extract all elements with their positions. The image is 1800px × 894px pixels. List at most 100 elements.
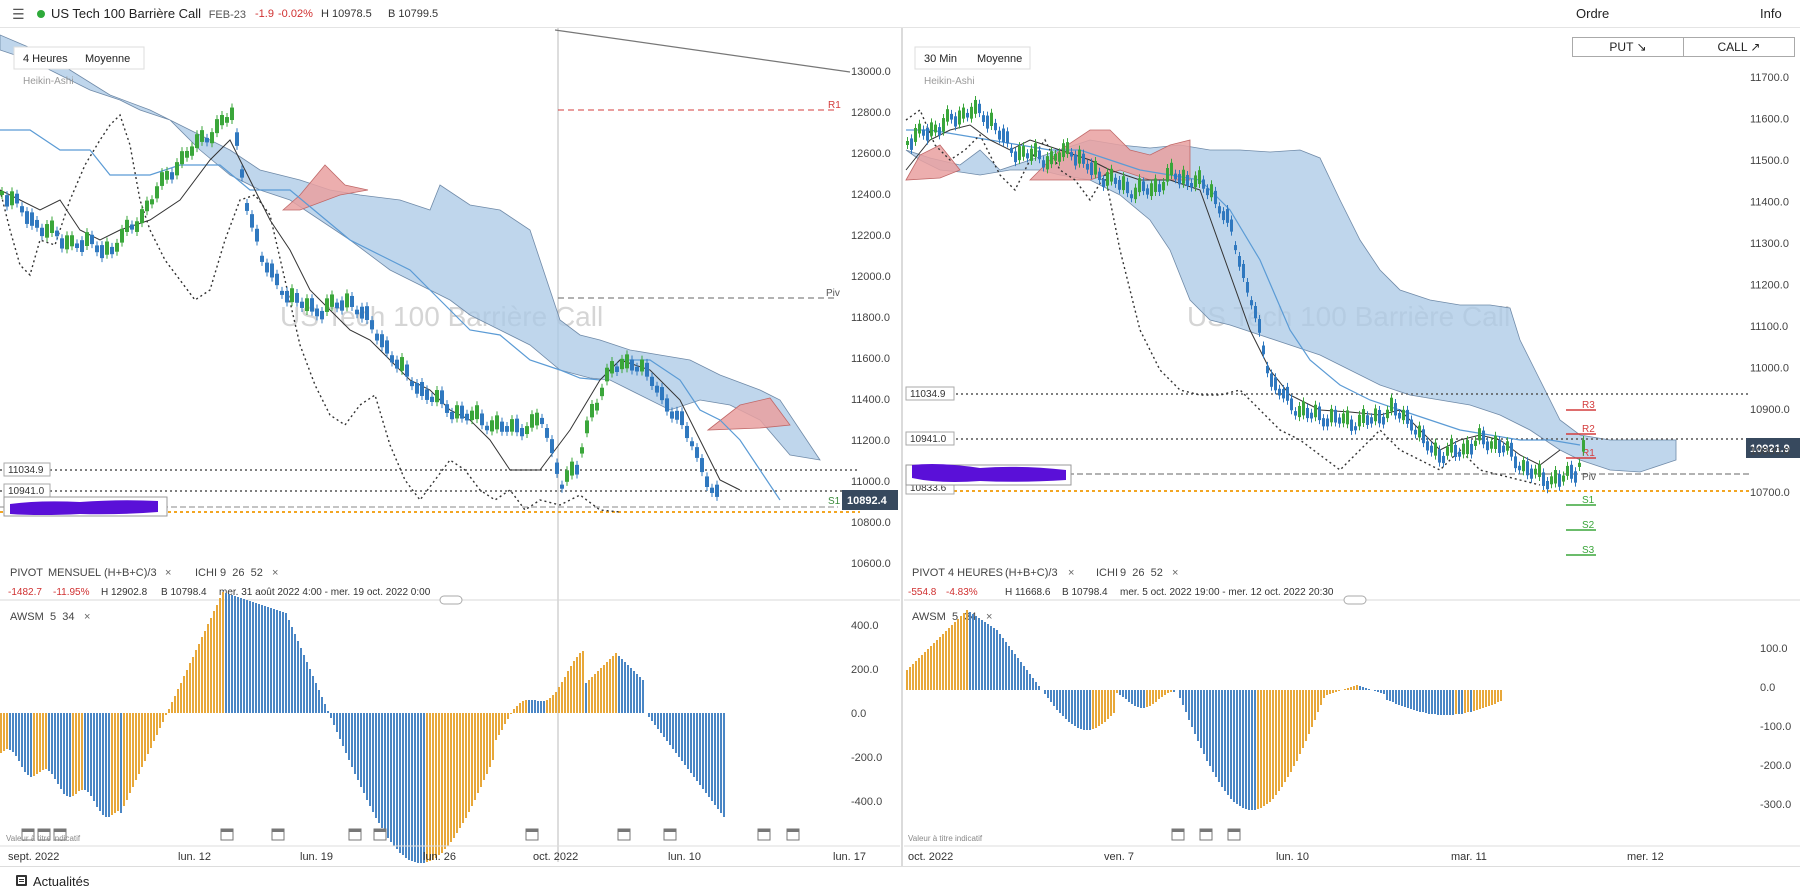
left-awsm-bar	[363, 713, 365, 793]
left-ichi-close-icon[interactable]: ×	[272, 567, 278, 579]
right-candle	[1170, 162, 1173, 176]
left-price-axis[interactable]: 13000.0 12800.0 12600.0 12400.0 12200.0 12000…	[851, 66, 891, 570]
right-candle	[934, 124, 937, 133]
left-pivot-close-icon[interactable]: ×	[165, 567, 171, 579]
left-awsm-bar	[483, 713, 485, 780]
right-event-calendar-icons[interactable]	[1171, 828, 1241, 841]
left-chart-panel[interactable]: US Tech 100 Barrière Call R1 Piv S1 1103…	[0, 28, 900, 863]
instrument-title[interactable]: US Tech 100 Barrière Call FEB-23	[51, 6, 246, 21]
left-candle	[355, 309, 359, 315]
right-awsm-bar	[1059, 690, 1061, 713]
calendar-icon[interactable]	[1227, 828, 1241, 841]
news-tab[interactable]: Actualités	[33, 874, 90, 889]
calendar-icon[interactable]	[786, 828, 800, 841]
left-awsm-bar	[420, 713, 422, 863]
left-candle	[515, 418, 519, 433]
right-candle	[1330, 408, 1333, 423]
right-r3-label: R3	[1582, 400, 1595, 411]
right-candle	[1386, 409, 1389, 419]
left-current-price-tag	[842, 490, 898, 510]
left-candle	[660, 387, 664, 401]
right-indicative-note: Valeur à titre indicatif	[908, 834, 983, 843]
order-link[interactable]: Ordre	[1576, 6, 1610, 21]
left-awsm-bar	[639, 677, 641, 713]
left-candle	[715, 484, 719, 497]
right-price-tick: 11400.0	[1750, 197, 1789, 209]
left-ma-selector[interactable]: Moyenne	[85, 53, 130, 65]
right-pane-resize-handle[interactable]	[1343, 595, 1367, 605]
right-ichi-close-icon[interactable]: ×	[1172, 567, 1178, 579]
put-button[interactable]: PUT ↘	[1572, 37, 1684, 57]
right-r2-label: R2	[1582, 424, 1595, 435]
left-candle	[370, 320, 374, 330]
right-awsm-bar	[1395, 690, 1397, 704]
calendar-icon[interactable]	[663, 828, 677, 841]
right-timeframe[interactable]: 30 Min	[924, 53, 957, 65]
right-price-axis[interactable]: 11700.0 11600.0 11500.0 11400.0 11300.0 11200…	[1750, 72, 1790, 499]
right-timeframe-box[interactable]	[914, 46, 1031, 70]
left-awsm-bar	[126, 713, 128, 800]
right-awsm-bar	[975, 616, 977, 690]
left-trend-line[interactable]	[554, 29, 851, 73]
calendar-icon[interactable]	[271, 828, 285, 841]
calendar-icon[interactable]	[617, 828, 631, 841]
left-awsm-bar	[522, 701, 524, 713]
left-candle	[45, 224, 49, 238]
left-awsm-bar	[57, 713, 59, 784]
right-awsm-bar	[1209, 690, 1211, 766]
news-icon[interactable]	[16, 875, 27, 886]
right-candlesticks	[906, 95, 1585, 494]
calendar-icon[interactable]	[1171, 828, 1185, 841]
right-candle	[1026, 153, 1029, 159]
calendar-icon[interactable]	[1199, 828, 1213, 841]
left-awsm-bar	[702, 713, 704, 789]
left-awsm-axis[interactable]: 400.0 200.0 0.0 -200.0 -400.0	[851, 620, 882, 808]
right-time-axis[interactable]: oct. 2022 ven. 7 lun. 10 mar. 11 mer. 12	[908, 851, 1664, 863]
right-pivot-label: Piv	[1582, 472, 1596, 483]
left-price-tick: 11600.0	[851, 353, 890, 365]
calendar-icon[interactable]	[21, 828, 35, 841]
calendar-icon[interactable]	[37, 828, 51, 841]
call-button[interactable]: CALL ↗	[1683, 37, 1795, 57]
calendar-icon[interactable]	[348, 828, 362, 841]
left-candle	[115, 242, 119, 252]
left-time-axis[interactable]: sept. 2022 lun. 12 lun. 19 lun. 26 oct. 2022…	[8, 851, 866, 863]
info-link[interactable]: Info	[1760, 6, 1782, 21]
left-timeframe[interactable]: 4 Heures	[23, 53, 68, 65]
right-ma-selector[interactable]: Moyenne	[977, 53, 1022, 65]
right-awsm-bar	[1278, 690, 1280, 791]
calendar-icon[interactable]	[757, 828, 771, 841]
left-awsm-bar	[405, 713, 407, 858]
calendar-icon[interactable]	[220, 828, 234, 841]
right-awsm-bar	[1101, 690, 1103, 724]
left-price-tick: 13000.0	[851, 66, 891, 78]
calendar-icon[interactable]	[373, 828, 387, 841]
calendar-icon[interactable]	[53, 828, 67, 841]
right-pivot-close-icon[interactable]: ×	[1068, 567, 1074, 579]
left-candle	[575, 464, 579, 475]
right-price-tick: 11200.0	[1750, 280, 1789, 292]
left-event-calendar-icons[interactable]	[21, 828, 800, 841]
right-awsm-bar	[1044, 690, 1046, 694]
calendar-icon[interactable]	[525, 828, 539, 841]
left-candle	[710, 487, 714, 493]
left-awsm-tick: 400.0	[851, 620, 879, 632]
left-candle	[600, 387, 604, 397]
left-awsm-bar	[33, 713, 35, 776]
right-candle	[1426, 441, 1429, 451]
right-chart-panel[interactable]: US Tech 100 Barrière Call R3 R2 R1 Piv S…	[904, 46, 1800, 863]
left-candle	[420, 381, 424, 396]
left-awsm-bar	[45, 713, 47, 769]
hamburger-icon[interactable]: ☰	[12, 6, 25, 22]
right-candle	[1558, 474, 1561, 487]
left-pane-resize-handle[interactable]	[439, 595, 463, 605]
left-candle	[175, 162, 179, 176]
left-timeframe-box[interactable]	[13, 46, 145, 70]
right-awsm-axis[interactable]: 100.0 0.0 -100.0 -200.0 -300.0	[1760, 643, 1791, 811]
left-candle	[235, 132, 239, 146]
right-candle	[1266, 365, 1269, 374]
right-awsm-close-icon[interactable]: ×	[986, 611, 992, 623]
left-awsm-close-icon[interactable]: ×	[84, 611, 90, 623]
right-awsm-bar	[963, 613, 965, 690]
chart-workspace[interactable]: US Tech 100 Barrière Call R1 Piv S1 1103…	[0, 0, 1800, 866]
